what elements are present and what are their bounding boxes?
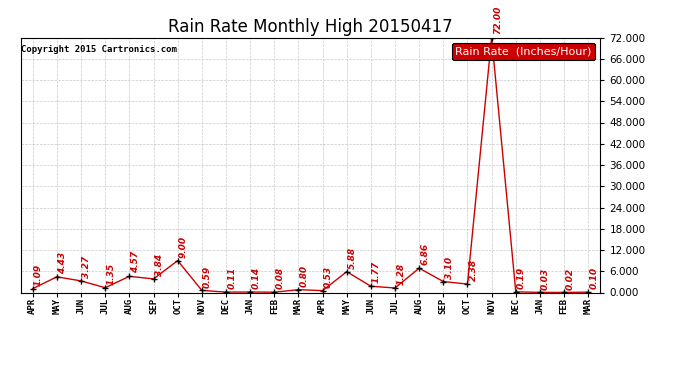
- Text: 4.43: 4.43: [58, 252, 67, 274]
- Text: 4.57: 4.57: [130, 251, 139, 273]
- Text: 0.80: 0.80: [299, 265, 308, 287]
- Text: 6.86: 6.86: [420, 243, 429, 266]
- Text: 0.59: 0.59: [203, 266, 212, 288]
- Text: 3.84: 3.84: [155, 254, 164, 276]
- Text: 0.14: 0.14: [251, 267, 260, 289]
- Text: 0.11: 0.11: [227, 267, 236, 289]
- Title: Rain Rate Monthly High 20150417: Rain Rate Monthly High 20150417: [168, 18, 453, 36]
- Text: 0.03: 0.03: [541, 267, 550, 290]
- Text: 1.09: 1.09: [34, 264, 43, 286]
- Text: 0.02: 0.02: [565, 267, 574, 290]
- Text: 0.19: 0.19: [517, 267, 526, 289]
- Text: 5.88: 5.88: [348, 247, 357, 269]
- Text: 3.27: 3.27: [82, 256, 91, 278]
- Legend: Rain Rate  (Inches/Hour): Rain Rate (Inches/Hour): [452, 43, 595, 60]
- Text: 1.77: 1.77: [372, 261, 381, 284]
- Text: 0.08: 0.08: [275, 267, 284, 290]
- Text: 72.00: 72.00: [493, 6, 502, 34]
- Text: 1.35: 1.35: [106, 263, 115, 285]
- Text: 3.10: 3.10: [444, 256, 453, 279]
- Text: Copyright 2015 Cartronics.com: Copyright 2015 Cartronics.com: [21, 45, 177, 54]
- Text: 2.38: 2.38: [469, 259, 477, 281]
- Text: 0.53: 0.53: [324, 266, 333, 288]
- Text: 0.10: 0.10: [589, 267, 598, 290]
- Text: 9.00: 9.00: [179, 236, 188, 258]
- Text: 1.28: 1.28: [396, 263, 405, 285]
